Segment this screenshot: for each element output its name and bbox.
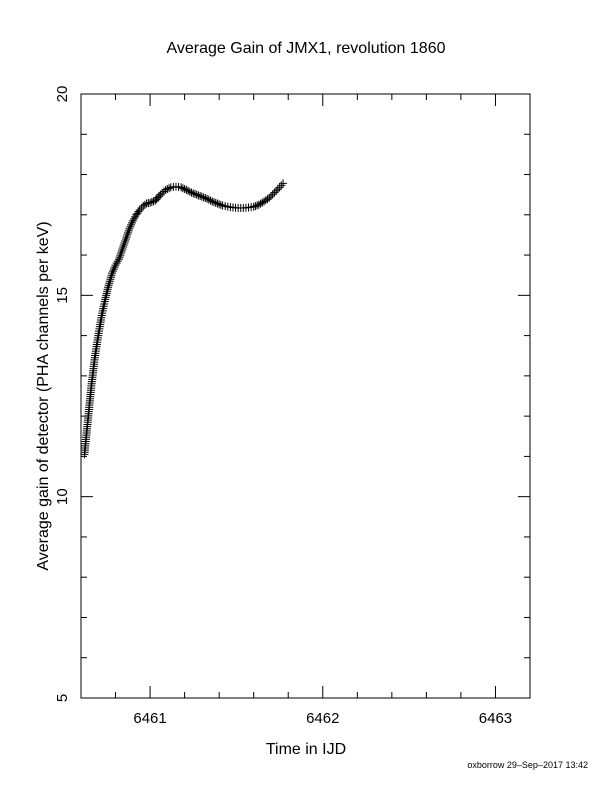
data-point	[127, 218, 136, 227]
data-point	[111, 261, 120, 270]
data-point	[104, 281, 113, 290]
data-point	[213, 199, 222, 208]
data-point	[146, 198, 155, 207]
data-point	[215, 200, 224, 209]
data-point	[196, 192, 205, 201]
data-point	[251, 202, 260, 211]
data-point	[249, 202, 258, 211]
data-point	[137, 203, 146, 212]
data-point	[105, 277, 114, 286]
data-point	[118, 245, 127, 254]
data-point	[266, 192, 275, 201]
y-tick-label: 20	[54, 86, 71, 103]
data-point	[189, 189, 198, 198]
data-point	[208, 197, 217, 206]
data-point	[206, 196, 215, 205]
plot-frame	[80, 93, 531, 699]
tick-labels: 6461 6462 6463 5 10 15 20	[54, 86, 512, 727]
data-point	[121, 234, 130, 243]
data-point	[161, 185, 170, 194]
data-point	[116, 251, 125, 260]
data-point	[125, 224, 134, 233]
data-point	[180, 185, 189, 194]
data-point	[254, 200, 263, 209]
data-point	[182, 185, 191, 194]
data-point	[119, 243, 128, 252]
y-tick-label: 15	[54, 287, 71, 304]
y-tick-label: 10	[54, 488, 71, 505]
data-point	[272, 186, 281, 195]
data-point	[127, 220, 136, 229]
data-point	[194, 191, 203, 200]
data-point	[106, 275, 115, 284]
data-point	[203, 194, 212, 203]
data-point	[147, 198, 156, 207]
x-tick-label: 6461	[133, 710, 166, 727]
data-point	[277, 181, 286, 190]
data-point	[199, 193, 208, 202]
data-point	[140, 200, 149, 209]
data-point	[122, 232, 131, 241]
data-point	[158, 189, 167, 198]
data-points	[80, 179, 288, 459]
data-point	[105, 279, 114, 288]
data-point	[119, 241, 128, 249]
data-point	[197, 192, 206, 201]
data-point	[273, 185, 282, 194]
data-point	[108, 269, 117, 278]
data-point	[178, 184, 187, 193]
data-point	[187, 188, 196, 197]
data-point	[128, 216, 137, 225]
data-point	[216, 200, 225, 209]
data-point	[265, 193, 274, 202]
data-point	[165, 184, 174, 193]
x-tick-label: 6462	[306, 710, 339, 727]
x-tick-label: 6463	[479, 710, 512, 727]
data-point	[109, 265, 118, 274]
data-point	[114, 255, 123, 264]
data-point	[107, 271, 116, 280]
data-point	[185, 187, 194, 196]
data-point	[209, 198, 218, 207]
data-point	[201, 194, 210, 203]
data-point	[192, 190, 201, 199]
data-point	[123, 230, 132, 239]
y-axis-label: Average gain of detector (PHA channels p…	[35, 221, 52, 570]
data-point	[110, 263, 119, 272]
data-point	[124, 226, 133, 235]
data-point	[204, 195, 213, 204]
data-point	[268, 190, 277, 199]
axis-ticks	[80, 93, 531, 699]
data-point	[177, 183, 186, 192]
data-point	[129, 214, 138, 223]
data-point	[211, 198, 220, 207]
data-point	[117, 247, 126, 256]
footer-credit: oxborrow 29–Sep–2017 13:42	[467, 760, 588, 770]
data-point	[120, 238, 129, 247]
data-point	[121, 236, 130, 245]
data-point	[108, 267, 117, 276]
data-point	[279, 179, 288, 188]
data-point	[253, 201, 262, 210]
data-point	[123, 228, 132, 237]
data-point	[126, 222, 135, 231]
data-point	[190, 189, 199, 198]
data-point	[135, 205, 144, 214]
data-point	[256, 199, 265, 208]
data-point	[184, 186, 193, 195]
data-point	[117, 249, 126, 258]
data-point	[275, 183, 284, 192]
y-tick-label: 5	[54, 694, 71, 702]
data-point	[106, 273, 115, 282]
chart-title: Average Gain of JMX1, revolution 1860	[167, 40, 446, 57]
data-point	[163, 185, 172, 194]
data-point	[156, 190, 165, 199]
data-point	[270, 188, 279, 197]
data-point	[113, 257, 122, 266]
data-point	[112, 259, 121, 268]
x-axis-label: Time in IJD	[266, 741, 346, 758]
data-point	[115, 253, 124, 262]
